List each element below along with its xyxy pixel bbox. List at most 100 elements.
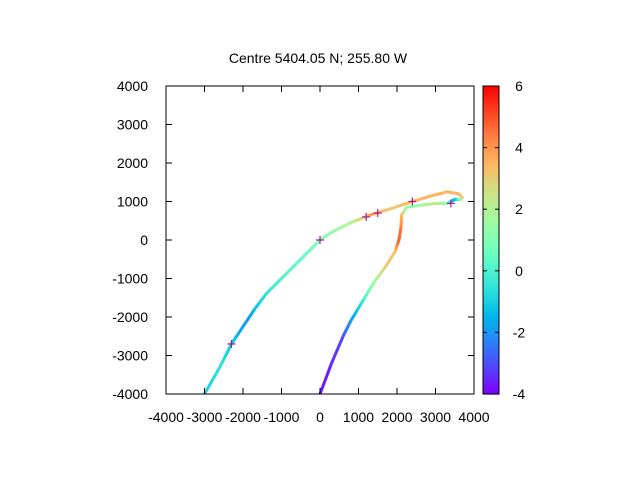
colorbar-band (483, 229, 499, 233)
colorbar-band (483, 163, 499, 167)
colorbar-tick-label: 0 (515, 263, 523, 279)
colorbar-band (483, 127, 499, 131)
colorbar-band (483, 237, 499, 241)
x-tick-label: -1000 (264, 409, 300, 425)
colorbar-band (483, 173, 499, 177)
colorbar-band (483, 255, 499, 259)
x-tick-label: 4000 (458, 409, 489, 425)
colorbar-band (483, 157, 499, 162)
colorbar-band (483, 155, 499, 159)
colorbar-band (483, 114, 499, 118)
colorbar-band (483, 309, 499, 313)
colorbar-band (483, 314, 499, 318)
colorbar-band (483, 319, 499, 323)
colorbar-band (483, 196, 499, 200)
colorbar-band (483, 299, 499, 303)
colorbar-band (483, 116, 499, 120)
x-tick-label: -3000 (187, 409, 223, 425)
y-tick-label: 2000 (117, 155, 148, 171)
colorbar-band (483, 340, 499, 344)
colorbar-band (483, 378, 499, 382)
colorbar-band (483, 345, 499, 349)
x-tick-label: -2000 (225, 409, 261, 425)
position-marker (227, 339, 236, 348)
colorbar-band (483, 265, 499, 269)
colorbar-band (483, 352, 499, 357)
y-tick-label: 1000 (117, 194, 148, 210)
colorbar-band (483, 360, 499, 364)
colorbar-band (483, 204, 499, 208)
colorbar-band (483, 103, 499, 108)
colorbar-band (483, 142, 499, 146)
colorbar-band (483, 165, 499, 169)
colorbar-band (483, 288, 499, 292)
colorbar-band (483, 250, 499, 254)
colorbar-band (483, 216, 499, 221)
colorbar-band (483, 275, 499, 280)
colorbar-band (483, 170, 499, 174)
colorbar-band (483, 281, 499, 285)
colorbar-band (483, 198, 499, 203)
colorbar-band (483, 227, 499, 231)
colorbar-band (483, 168, 499, 172)
colorbar-band (483, 322, 499, 326)
colorbar-band (483, 188, 499, 192)
y-tick-label: -2000 (112, 309, 148, 325)
colorbar-band (483, 245, 499, 249)
colorbar-band (483, 347, 499, 351)
colorbar-band (483, 342, 499, 346)
colorbar-band (483, 145, 499, 149)
colorbar-band (483, 388, 499, 393)
colorbar-band (483, 291, 499, 295)
colorbar-band (483, 209, 499, 213)
y-tick-label: 3000 (117, 117, 148, 133)
colorbar-band (483, 224, 499, 228)
colorbar-band (483, 101, 499, 105)
colorbar-band (483, 286, 499, 290)
colorbar-band (483, 365, 499, 369)
colorbar-band (483, 327, 499, 331)
colorbar-band (483, 293, 499, 298)
colorbar-band (483, 96, 499, 100)
colorbar-band (483, 132, 499, 136)
y-tick-label: 0 (140, 232, 148, 248)
colorbar-band (483, 296, 499, 300)
colorbar-band (483, 191, 499, 195)
x-tick-label: 0 (316, 409, 324, 425)
position-marker (408, 197, 417, 206)
colorbar-band (483, 391, 499, 395)
colorbar-band (483, 358, 499, 362)
colorbar-band (483, 376, 499, 380)
colorbar-band (483, 106, 499, 110)
colorbar-band (483, 234, 499, 239)
colorbar-band (483, 242, 499, 246)
colorbar-band (483, 206, 499, 210)
y-tick-label: -1000 (112, 271, 148, 287)
colorbar-tick-label: -2 (513, 324, 526, 340)
colorbar-band (483, 139, 499, 144)
colorbar-band (483, 111, 499, 115)
colorbar-band (483, 180, 499, 185)
colorbar-band (483, 211, 499, 215)
colorbar-band (483, 222, 499, 226)
colorbar-band (483, 334, 499, 339)
colorbar-band (483, 260, 499, 264)
colorbar-band (483, 134, 499, 138)
colorbar-band (483, 363, 499, 367)
colorbar-band (483, 129, 499, 133)
axes: -4000 -3000 -2000 -1000 0 1000 2000 3000 4000-40… (112, 78, 490, 425)
colorbar-band (483, 337, 499, 341)
colorbar-band (483, 119, 499, 123)
colorbar-band (483, 368, 499, 372)
colorbar-band (483, 381, 499, 385)
colorbar-band (483, 186, 499, 190)
colorbar-band (483, 178, 499, 182)
colorbar-band (483, 263, 499, 267)
colorbar-band (483, 109, 499, 113)
colorbar-band (483, 324, 499, 328)
colorbar-band (483, 350, 499, 354)
plot-area (203, 190, 464, 394)
colorbar-band (483, 201, 499, 205)
x-tick-label: 3000 (420, 409, 451, 425)
